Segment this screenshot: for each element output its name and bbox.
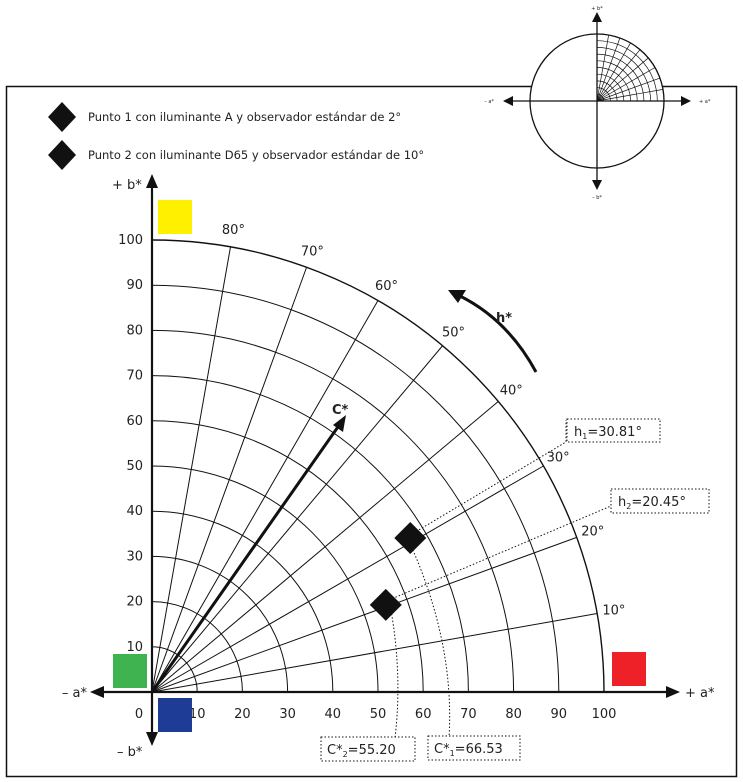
hue-spoke xyxy=(151,465,544,693)
x-tick-label: 80 xyxy=(505,707,522,722)
b-neg-label: – b* xyxy=(117,745,143,760)
chroma-arc xyxy=(151,510,334,693)
y-tick-label: 100 xyxy=(118,233,143,248)
y-tick-label: 40 xyxy=(126,504,143,519)
red-square xyxy=(612,652,646,686)
annotation-h2: h2=20.45° xyxy=(610,488,710,514)
y-tick-label: 20 xyxy=(126,595,143,610)
yellow-square xyxy=(158,200,192,234)
annotation-c2: C*2=55.20 xyxy=(320,736,416,762)
b-pos-label: + b* xyxy=(112,178,142,193)
chroma-arc xyxy=(151,375,469,693)
hue-spoke xyxy=(151,300,379,693)
chroma-arc xyxy=(151,329,515,693)
punto-2-marker xyxy=(369,588,402,621)
y-tick-label: 70 xyxy=(126,369,143,384)
inset-a-neg-label: – a* xyxy=(484,99,494,105)
axes xyxy=(90,174,680,746)
legend-marker-2 xyxy=(48,140,76,170)
green-square xyxy=(113,654,147,688)
chroma-arc xyxy=(151,284,560,693)
svg-text:h2=20.45°: h2=20.45° xyxy=(618,495,686,511)
chroma-arc xyxy=(151,601,243,693)
annotation-c1: C*1=66.53 xyxy=(427,735,521,761)
hue-spoke xyxy=(151,613,598,693)
x-tick-label: 40 xyxy=(325,707,342,722)
y-tick-label: 60 xyxy=(126,414,143,429)
angle-label: 40° xyxy=(500,384,523,399)
chroma-arc xyxy=(151,420,424,693)
a-neg-label: – a* xyxy=(62,686,88,701)
y-tick-label: 90 xyxy=(126,278,143,293)
svg-text:h1=30.81°: h1=30.81° xyxy=(574,425,642,441)
x-tick-label: 50 xyxy=(370,707,387,722)
angle-labels: 10° 20° 30° 40° 50° 60° 70° 80° xyxy=(222,223,625,618)
inset-b-neg-label: – b* xyxy=(592,195,602,201)
angle-label: 70° xyxy=(301,244,324,259)
leader-lines xyxy=(388,420,612,739)
x-tick-labels: 0 10 20 30 40 50 60 70 80 90 100 xyxy=(135,707,617,722)
svg-text:C*1=66.53: C*1=66.53 xyxy=(434,742,503,758)
frame xyxy=(5,85,738,778)
annotation-h1: h1=30.81° xyxy=(566,418,661,443)
hue-arrow xyxy=(448,290,538,373)
y-tick-labels: 10 20 30 40 50 60 70 80 90 100 xyxy=(118,233,143,655)
hue-spoke xyxy=(151,345,443,693)
y-tick-label: 80 xyxy=(126,323,143,338)
angle-label: 20° xyxy=(581,525,604,540)
chroma-label: C* xyxy=(332,403,349,418)
b-neg-arrowhead xyxy=(146,732,158,746)
angle-label: 60° xyxy=(375,279,398,294)
hue-label: h* xyxy=(496,311,512,326)
hue-spoke xyxy=(151,401,499,693)
legend-marker-1 xyxy=(48,102,76,132)
x-tick-label: 0 xyxy=(135,707,143,722)
angle-label: 30° xyxy=(547,451,570,466)
a-neg-arrowhead xyxy=(90,686,104,698)
x-tick-label: 70 xyxy=(460,707,477,722)
x-tick-label: 30 xyxy=(279,707,296,722)
chroma-arc xyxy=(151,555,289,693)
y-tick-label: 10 xyxy=(126,640,143,655)
y-tick-label: 50 xyxy=(126,459,143,474)
x-tick-label: 90 xyxy=(551,707,568,722)
b-pos-arrowhead xyxy=(146,174,158,188)
angle-label: 80° xyxy=(222,223,245,238)
hue-spoke xyxy=(151,267,308,693)
hue-spoke xyxy=(151,246,231,693)
hue-spoke xyxy=(151,536,577,693)
inset-diagram: + b* – b* – a* + a* xyxy=(484,6,710,201)
chroma-arrow xyxy=(150,415,346,693)
x-tick-label: 20 xyxy=(234,707,251,722)
chroma-arc xyxy=(151,239,605,693)
x-tick-label: 100 xyxy=(592,707,617,722)
inset-a-pos-label: + a* xyxy=(699,99,711,105)
points xyxy=(369,521,427,621)
legend: Punto 1 con iluminante A y observador es… xyxy=(48,102,424,170)
angle-label: 10° xyxy=(602,604,625,619)
a-pos-label: + a* xyxy=(685,686,715,701)
a-pos-arrowhead xyxy=(666,686,680,698)
angle-label: 50° xyxy=(442,326,465,341)
inset-b-pos-label: + b* xyxy=(591,6,603,12)
x-tick-label: 60 xyxy=(415,707,432,722)
legend-item-1: Punto 1 con iluminante A y observador es… xyxy=(88,110,401,124)
blue-square xyxy=(158,698,192,732)
chroma-arc xyxy=(151,465,379,693)
legend-item-2: Punto 2 con iluminante D65 y observador … xyxy=(88,148,424,162)
polar-grid xyxy=(151,239,605,693)
y-tick-label: 30 xyxy=(126,549,143,564)
svg-text:C*2=55.20: C*2=55.20 xyxy=(327,743,396,759)
x-tick-label: 10 xyxy=(189,707,206,722)
punto-1-marker xyxy=(394,521,427,554)
